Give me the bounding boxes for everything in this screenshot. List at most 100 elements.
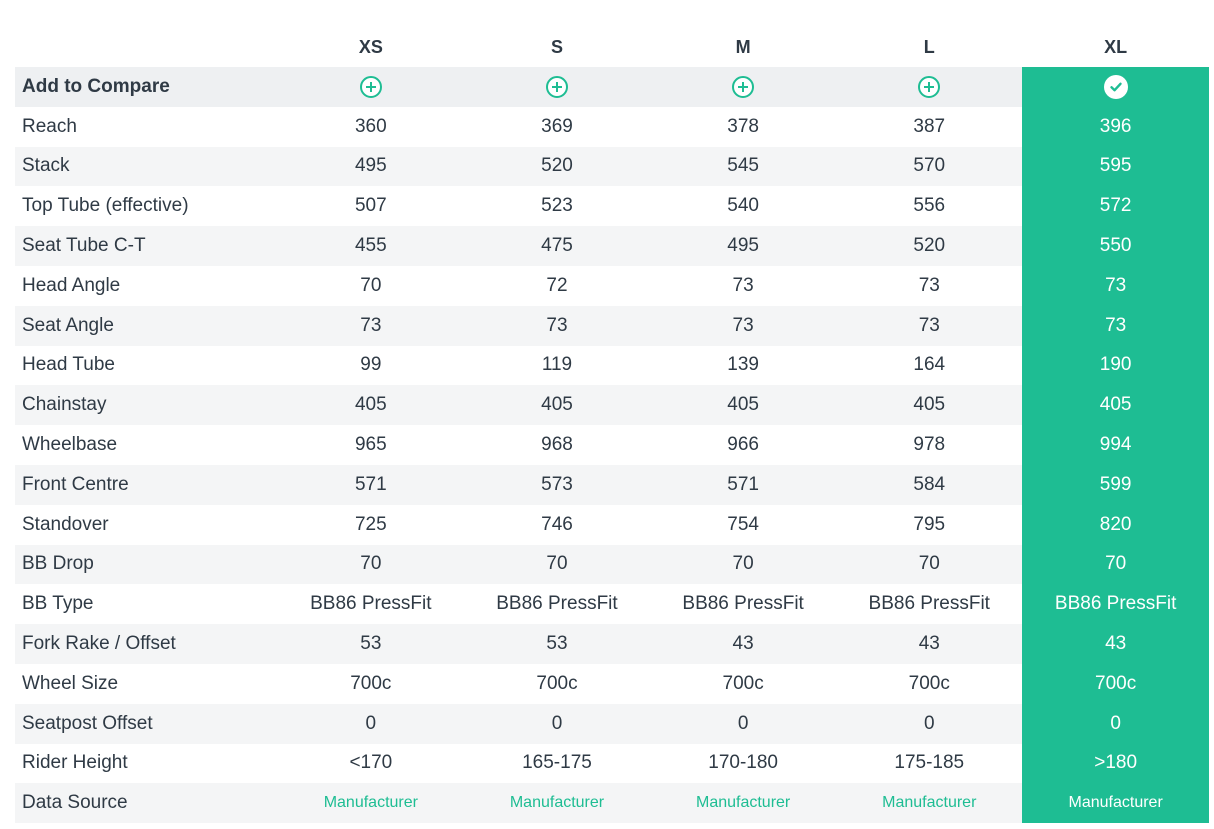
row-label: Seatpost Offset xyxy=(22,712,153,734)
row-label: Standover xyxy=(22,513,109,535)
source-cell-xl: Manufacturer xyxy=(1022,783,1209,824)
row-seatpost-offset: Seatpost Offset 0 0 0 0 0 xyxy=(15,703,1209,744)
row-label: Seat Angle xyxy=(22,314,114,336)
size-header-l: L xyxy=(923,37,935,57)
row-seat-tube-c-t: Seat Tube C-T 455 475 495 520 550 xyxy=(15,226,1209,266)
value-cell-xl: 572 xyxy=(1022,186,1209,227)
size-header-m: M xyxy=(735,37,751,57)
row-label: BB Drop xyxy=(22,553,94,575)
row-head-angle: Head Angle 70 72 73 73 73 xyxy=(15,265,1209,306)
size-header-xl: XL xyxy=(1104,37,1128,57)
value-cell-xl: 700c xyxy=(1022,663,1209,704)
row-chainstay: Chainstay 405 405 405 405 405 xyxy=(15,385,1209,426)
value-cell-s: 119 xyxy=(541,354,573,376)
value-cell-xs: 571 xyxy=(354,473,387,495)
value-cell-l: 175-185 xyxy=(894,752,965,774)
row-label: Chainstay xyxy=(22,394,107,416)
row-label: Head Tube xyxy=(22,354,115,376)
add-to-compare-row: Add to Compare xyxy=(15,67,1209,107)
row-label: Stack xyxy=(22,155,70,177)
value-cell-xs: 507 xyxy=(354,195,387,217)
value-cell-l: 387 xyxy=(913,115,946,137)
compare-cell-xl xyxy=(1022,67,1209,107)
value-cell-l: 978 xyxy=(913,434,946,456)
value-cell-xl: 70 xyxy=(1022,544,1209,585)
value-cell-m: 571 xyxy=(727,473,759,495)
value-cell-xl: 599 xyxy=(1022,464,1209,505)
row-rider-height: Rider Height <170 165-175 170-180 175-185 >18… xyxy=(15,743,1209,784)
row-label: Data Source xyxy=(22,792,128,814)
value-cell-l: 700c xyxy=(908,672,950,694)
value-cell-xs: 965 xyxy=(354,434,387,456)
value-cell-xl: 190 xyxy=(1022,345,1209,386)
value-cell-xs: 99 xyxy=(360,354,382,376)
value-cell-m: 0 xyxy=(737,712,749,734)
value-cell-xs: 0 xyxy=(365,712,377,734)
add-to-compare-label: Add to Compare xyxy=(22,75,170,97)
value-cell-s: 73 xyxy=(546,314,568,336)
value-cell-s: 746 xyxy=(541,513,573,535)
value-cell-m: 70 xyxy=(732,553,754,575)
value-cell-l: 795 xyxy=(913,513,946,535)
plus-circle-icon[interactable] xyxy=(545,75,568,98)
value-cell-m: 405 xyxy=(727,394,759,416)
row-head-tube: Head Tube 99 119 139 164 190 xyxy=(15,345,1209,386)
value-cell-s: 520 xyxy=(541,155,573,177)
value-cell-xs: <170 xyxy=(349,752,393,774)
row-label: Wheel Size xyxy=(22,672,119,694)
row-wheelbase: Wheelbase 965 968 966 978 994 xyxy=(15,425,1209,465)
value-cell-xl: 405 xyxy=(1022,385,1209,426)
value-cell-l: 0 xyxy=(923,712,935,734)
value-cell-s: 700c xyxy=(536,672,578,694)
source-cell-s: Manufacturer xyxy=(464,783,650,823)
value-cell-s: 475 xyxy=(541,235,573,257)
size-header-s: S xyxy=(550,37,563,57)
value-cell-m: 378 xyxy=(727,115,759,137)
value-cell-m: 700c xyxy=(722,672,764,694)
data-source-link[interactable]: Manufacturer xyxy=(1068,794,1163,812)
geometry-table: XS S M L XL Add to Compare Reach 360 369 378 387 39… xyxy=(15,28,1209,824)
row-label: Seat Tube C-T xyxy=(22,235,146,257)
value-cell-s: 72 xyxy=(546,274,568,296)
plus-circle-icon[interactable] xyxy=(359,75,382,98)
value-cell-xl: 595 xyxy=(1022,146,1209,187)
row-stack: Stack 495 520 545 570 595 xyxy=(15,146,1209,187)
compare-cell-xs xyxy=(278,67,464,107)
plus-circle-icon[interactable] xyxy=(918,75,941,98)
value-cell-s: 369 xyxy=(541,115,573,137)
value-cell-m: 540 xyxy=(727,195,759,217)
data-source-link[interactable]: Manufacturer xyxy=(509,794,605,812)
plus-circle-icon[interactable] xyxy=(732,75,755,98)
source-cell-xs: Manufacturer xyxy=(278,783,464,823)
value-cell-xs: 360 xyxy=(354,115,387,137)
value-cell-xs: 405 xyxy=(354,394,387,416)
value-cell-s: 53 xyxy=(546,633,568,655)
value-cell-xl: 73 xyxy=(1022,305,1209,346)
check-circle-icon[interactable] xyxy=(1103,74,1128,99)
value-cell-m: 43 xyxy=(732,633,754,655)
value-cell-m: 139 xyxy=(727,354,759,376)
value-cell-l: 520 xyxy=(913,235,946,257)
data-source-link[interactable]: Manufacturer xyxy=(323,794,418,812)
value-cell-xl: 550 xyxy=(1022,226,1209,266)
value-cell-xl: 0 xyxy=(1022,703,1209,744)
value-cell-s: 0 xyxy=(551,712,563,734)
source-cell-l: Manufacturer xyxy=(836,783,1022,823)
value-cell-m: 966 xyxy=(727,434,759,456)
row-label: Reach xyxy=(22,115,77,137)
size-header-xs: XS xyxy=(358,37,383,57)
value-cell-s: BB86 PressFit xyxy=(496,593,618,615)
value-cell-xl: 73 xyxy=(1022,265,1209,306)
value-cell-xs: 725 xyxy=(354,513,387,535)
value-cell-xl: 994 xyxy=(1022,425,1209,465)
data-source-link[interactable]: Manufacturer xyxy=(695,794,791,812)
value-cell-s: 573 xyxy=(541,473,573,495)
data-source-link[interactable]: Manufacturer xyxy=(882,794,977,812)
row-label: Wheelbase xyxy=(22,434,118,456)
compare-cell-s xyxy=(464,67,650,107)
value-cell-l: 70 xyxy=(918,553,940,575)
row-seat-angle: Seat Angle 73 73 73 73 73 xyxy=(15,305,1209,346)
size-header-row: XS S M L XL xyxy=(15,28,1209,67)
value-cell-xl: 43 xyxy=(1022,624,1209,664)
value-cell-l: 570 xyxy=(913,155,946,177)
